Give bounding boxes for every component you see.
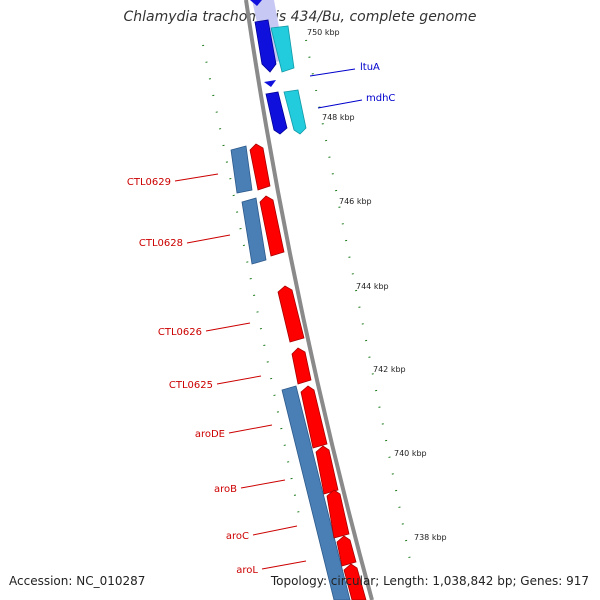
- leader-arode: [228, 424, 273, 434]
- tick-label: 746 kbp: [339, 197, 372, 206]
- top-genes: [250, 0, 307, 135]
- forward-genes: [249, 143, 367, 600]
- gene-label-arob: aroB: [214, 484, 237, 495]
- gene-extra1-shape: [336, 535, 357, 567]
- gene-arob-shape: [300, 385, 328, 449]
- gene-label-ctl0625: CTL0625: [169, 380, 213, 391]
- gene-ctl0628-shape: [241, 197, 267, 265]
- label-leaders: [174, 68, 363, 570]
- tick-label: 748 kbp: [322, 113, 355, 122]
- gene-top-cap-shape: [250, 0, 262, 6]
- gene-arol-shape: [326, 489, 350, 539]
- gene-cyan-top-shape: [270, 25, 295, 73]
- gene-ctl0625-shape: [291, 347, 312, 385]
- leader-arol: [261, 560, 307, 570]
- tick-label: 738 kbp: [414, 533, 447, 542]
- tick-label: 742 kbp: [373, 365, 406, 374]
- accession-text: Accession: NC_010287: [9, 574, 146, 588]
- gene-ctl0626-shape: [277, 285, 305, 343]
- inner-tick-track: [202, 44, 301, 521]
- gene-labels: ltuA mdhC CTL0629 CTL0628 CTL0626 CTL062…: [127, 62, 396, 576]
- leader-ctl0625: [216, 375, 262, 385]
- gene-ctl0629b-shape: [249, 143, 271, 191]
- map-title: Chlamydia trachomatis 434/Bu, complete g…: [123, 9, 477, 25]
- leader-arob: [240, 479, 286, 489]
- gene-arode-shape: [281, 385, 351, 600]
- gene-label-ctl0626: CTL0626: [158, 327, 202, 338]
- leader-mdhc: [317, 99, 363, 109]
- tick-label: 750 kbp: [307, 28, 340, 37]
- gene-label-ltua: ltuA: [360, 62, 380, 73]
- gene-ctl0628b-shape: [259, 195, 285, 257]
- genome-backbone: [244, 0, 374, 600]
- gene-extra2-shape: [343, 563, 367, 600]
- leader-aroc: [252, 525, 298, 536]
- gene-small-blue-shape: [264, 80, 276, 87]
- tick-labels: 750 kbp 748 kbp 746 kbp 744 kbp 742 kbp …: [307, 28, 447, 542]
- gene-label-arol: aroL: [236, 565, 258, 576]
- gene-label-ctl0628: CTL0628: [139, 238, 183, 249]
- tick-label: 740 kbp: [394, 449, 427, 458]
- tick-label: 744 kbp: [356, 282, 389, 291]
- leader-ctl0629: [174, 173, 219, 182]
- gene-mdhc-blue-shape: [265, 91, 288, 135]
- leader-ctl0626: [205, 322, 251, 332]
- gene-label-aroc: aroC: [226, 531, 249, 542]
- gene-label-mdhc: mdhC: [366, 93, 395, 104]
- leader-ctl0628: [186, 234, 231, 244]
- gene-ltua-shape: [254, 19, 277, 73]
- gene-mdhc-cyan-shape: [283, 89, 307, 135]
- gene-label-ctl0629: CTL0629: [127, 177, 171, 188]
- gene-aroc-shape: [315, 445, 339, 495]
- genome-summary-text: Topology: circular; Length: 1,038,842 bp…: [270, 574, 589, 588]
- gene-label-arode: aroDE: [195, 429, 225, 440]
- leader-ltua: [309, 68, 356, 77]
- reverse-genes: [230, 145, 351, 600]
- gene-ctl0629-shape: [230, 145, 253, 194]
